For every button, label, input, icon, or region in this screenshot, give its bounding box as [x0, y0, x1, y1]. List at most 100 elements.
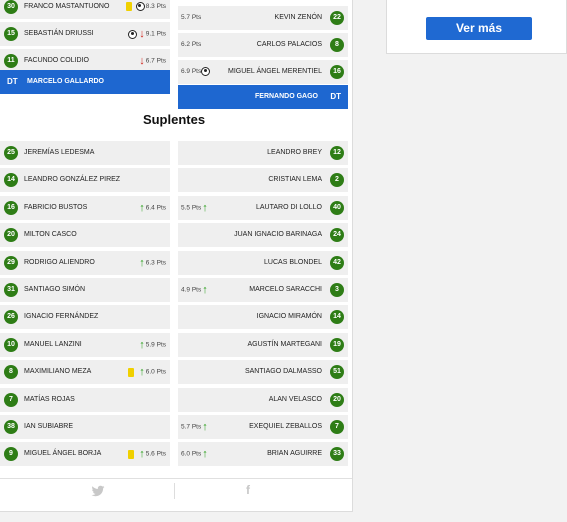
player-stats: ↑6.0 Pts	[128, 360, 166, 385]
player-row: 2 CRISTIAN LEMA	[178, 168, 348, 192]
player-row: 20 ALAN VELASCO	[178, 388, 348, 412]
shirt-number-badge: 20	[330, 393, 344, 407]
player-points: 5.7 Pts	[181, 423, 202, 431]
player-stats: 5.7 Pts↑	[181, 415, 209, 440]
player-stats: ↑6.4 Pts	[138, 196, 166, 221]
shirt-number-badge: 15	[4, 27, 18, 41]
player-points: 5.7 Pts	[181, 14, 202, 21]
side-widget: Ver más	[386, 0, 567, 54]
player-row: 40 LAUTARO DI LOLLO 5.5 Pts↑	[178, 196, 348, 220]
ver-mas-button[interactable]: Ver más	[426, 17, 532, 40]
shirt-number-badge: 30	[4, 0, 18, 14]
player-points: 6.9 Pts	[181, 68, 202, 75]
player-name: LEANDRO GONZÁLEZ PIREZ	[24, 176, 121, 183]
shirt-number-badge: 7	[330, 420, 344, 434]
arrow-up-icon: ↑	[202, 202, 208, 214]
player-name: AGUSTÍN MARTEGANI	[247, 341, 322, 348]
player-stats: ↑6.3 Pts	[138, 251, 166, 276]
player-row: 14 IGNACIO MIRAMÓN	[178, 305, 348, 329]
shirt-number-badge: 29	[4, 256, 18, 270]
player-name: FRANCO MASTANTUONO	[24, 3, 110, 10]
player-points: 6.2 Pts	[181, 41, 202, 48]
shirt-number-badge: 10	[4, 338, 18, 352]
player-name: MIGUEL ÁNGEL MERENTIEL	[227, 68, 322, 75]
player-name: ALAN VELASCO	[268, 396, 322, 403]
player-stats: 6.2 Pts	[181, 33, 201, 57]
home-coach-row: DT MARCELO GALLARDO	[0, 70, 170, 94]
player-stats: 6.9 Pts	[181, 60, 211, 84]
player-row: 14 LEANDRO GONZÁLEZ PIREZ	[0, 168, 170, 192]
player-row: 38 IAN SUBIABRE	[0, 415, 170, 439]
player-row: 25 JEREMÍAS LEDESMA	[0, 141, 170, 165]
twitter-icon[interactable]	[91, 484, 105, 498]
player-row: 12 LEANDRO BREY	[178, 141, 348, 165]
player-row: 7 MATÍAS ROJAS	[0, 388, 170, 412]
soccer-ball-icon	[128, 29, 138, 39]
player-name: LEANDRO BREY	[267, 149, 322, 156]
arrow-up-icon: ↑	[139, 202, 145, 214]
arrow-up-icon: ↑	[202, 421, 208, 433]
shirt-number-badge: 24	[330, 228, 344, 242]
player-name: KEVIN ZENÓN	[274, 14, 322, 21]
player-points: 6.0 Pts	[181, 450, 202, 458]
shirt-number-badge: 11	[4, 54, 18, 68]
player-stats: ↑5.9 Pts	[138, 333, 166, 358]
player-name: MAXIMILIANO MEZA	[24, 368, 92, 375]
player-row: 16 FABRICIO BUSTOS ↑6.4 Pts	[0, 196, 170, 220]
player-row: 33 BRIAN AGUIRRE 6.0 Pts↑	[178, 442, 348, 466]
shirt-number-badge: 8	[330, 38, 344, 52]
facebook-icon[interactable]: f	[246, 483, 250, 497]
shirt-number-badge: 7	[4, 393, 18, 407]
player-row: 8 CARLOS PALACIOS 6.2 Pts	[178, 33, 348, 57]
arrow-up-icon: ↑	[202, 284, 208, 296]
away-coach-row: FERNANDO GAGO DT	[178, 85, 348, 109]
shirt-number-badge: 38	[4, 420, 18, 434]
player-points: 5.9 Pts	[145, 341, 166, 349]
shirt-number-badge: 19	[330, 338, 344, 352]
player-row: 7 EXEQUIEL ZEBALLOS 5.7 Pts↑	[178, 415, 348, 439]
player-name: IAN SUBIABRE	[24, 423, 74, 430]
player-points: 6.7 Pts	[145, 57, 166, 65]
share-divider	[174, 483, 175, 499]
player-stats: 4.9 Pts↑	[181, 278, 209, 303]
player-name: JUAN IGNACIO BARINAGA	[234, 231, 322, 238]
shirt-number-badge: 51	[330, 365, 344, 379]
player-name: SANTIAGO DALMASSO	[244, 368, 322, 375]
player-row: 19 AGUSTÍN MARTEGANI	[178, 333, 348, 357]
shirt-number-badge: 2	[330, 173, 344, 187]
shirt-number-badge: 12	[330, 146, 344, 160]
player-name: LUCAS BLONDEL	[264, 259, 322, 266]
coach-label: DT	[330, 92, 341, 101]
yellow-card-icon	[128, 449, 135, 459]
arrow-up-icon: ↑	[139, 448, 145, 460]
player-row: 31 SANTIAGO SIMÓN	[0, 278, 170, 302]
player-name: LAUTARO DI LOLLO	[255, 204, 322, 211]
player-name: MIGUEL ÁNGEL BORJA	[24, 450, 102, 457]
player-name: CARLOS PALACIOS	[256, 41, 322, 48]
shirt-number-badge: 40	[330, 201, 344, 215]
player-name: SANTIAGO SIMÓN	[24, 286, 86, 293]
player-name: MANUEL LANZINI	[24, 341, 82, 348]
shirt-number-badge: 20	[4, 228, 18, 242]
shirt-number-badge: 25	[4, 146, 18, 160]
player-points: 8.3 Pts	[145, 3, 166, 10]
shirt-number-badge: 14	[4, 173, 18, 187]
player-stats: ↓9.1 Pts	[128, 22, 166, 47]
soccer-ball-icon	[135, 1, 145, 11]
shirt-number-badge: 9	[4, 447, 18, 461]
player-row: 9 MIGUEL ÁNGEL BORJA ↑5.6 Pts	[0, 442, 170, 466]
player-name: IGNACIO MIRAMÓN	[256, 313, 322, 320]
soccer-ball-icon	[201, 66, 211, 76]
player-name: FACUNDO COLIDIO	[24, 57, 89, 64]
arrow-up-icon: ↑	[202, 448, 208, 460]
shirt-number-badge: 22	[330, 11, 344, 25]
player-points: 9.1 Pts	[145, 30, 166, 38]
share-bar: f	[0, 478, 352, 504]
player-name: BRIAN AGUIRRE	[267, 450, 322, 457]
player-stats: ↓6.7 Pts	[138, 49, 166, 74]
shirt-number-badge: 16	[4, 201, 18, 215]
away-coach-name: FERNANDO GAGO	[255, 93, 318, 100]
player-row: 29 RODRIGO ALIENDRO ↑6.3 Pts	[0, 251, 170, 275]
player-stats: 6.0 Pts↑	[181, 442, 209, 467]
shirt-number-badge: 16	[330, 65, 344, 79]
